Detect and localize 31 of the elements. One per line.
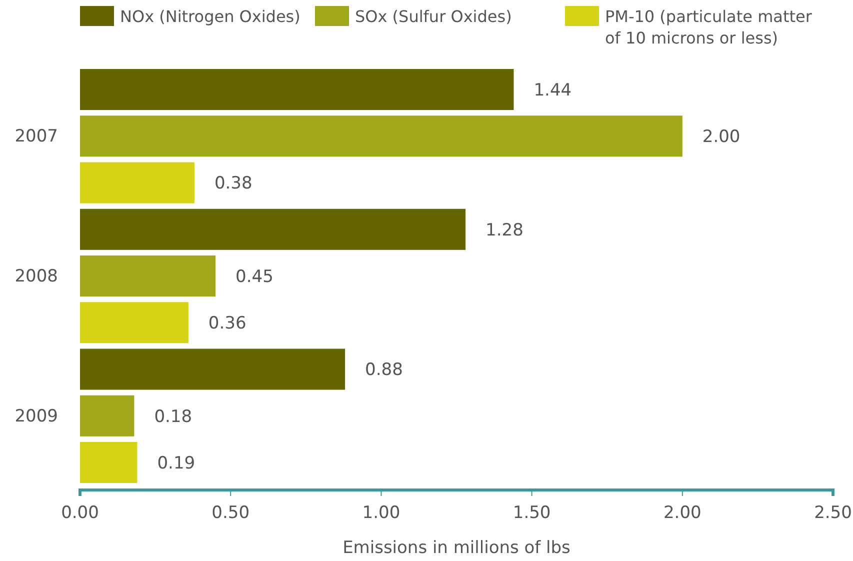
bar	[80, 442, 138, 483]
legend-label: NOx (Nitrogen Oxides)	[120, 7, 300, 26]
data-label: 1.28	[486, 220, 524, 240]
y-tick-label: 2007	[14, 126, 58, 147]
data-label: 0.45	[236, 266, 274, 287]
data-label: 1.44	[534, 80, 572, 100]
data-label: 2.00	[702, 127, 740, 148]
data-label: 0.38	[214, 174, 252, 194]
y-tick-label: 2009	[14, 406, 58, 426]
bar	[80, 208, 466, 250]
data-label: 0.88	[365, 360, 403, 380]
legend-label: PM-10 (particulate matter of 10 microns or less)	[605, 7, 812, 48]
legend-label: SOx (Sulfur Oxides)	[355, 7, 512, 26]
data-label: 0.19	[157, 453, 196, 474]
bar	[80, 69, 514, 110]
x-tick-label: 2.00	[663, 503, 702, 524]
y-tick-label: 2008	[14, 266, 58, 286]
x-axis-title: Emissions in millions of lbs	[342, 538, 571, 558]
bar	[80, 255, 216, 297]
bar	[80, 302, 188, 344]
bar	[80, 116, 682, 157]
bar	[80, 395, 134, 436]
x-tick-label: 2.50	[814, 503, 852, 524]
x-tick-label: 0.50	[212, 503, 250, 524]
bar	[80, 162, 194, 204]
data-label: 0.36	[208, 314, 246, 334]
x-tick-label: 1.00	[362, 503, 400, 524]
bar	[80, 348, 346, 390]
data-label: 0.18	[154, 406, 192, 427]
x-tick-label: 1.50	[512, 503, 551, 524]
x-tick-label: 0.00	[61, 503, 99, 524]
